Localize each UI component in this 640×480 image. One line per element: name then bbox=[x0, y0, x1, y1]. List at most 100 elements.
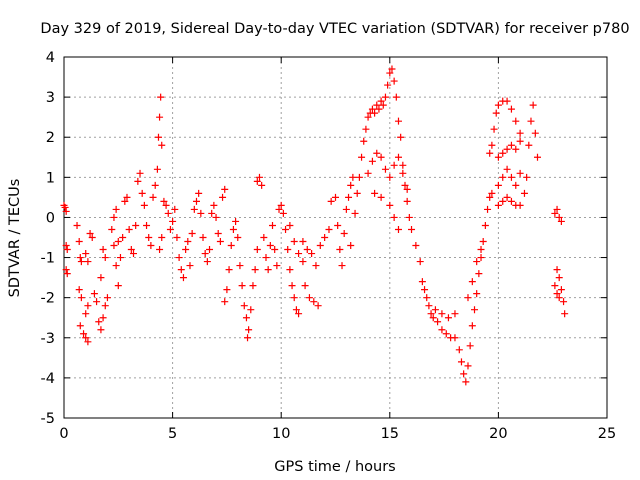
data-point-plus bbox=[62, 207, 70, 215]
data-point-plus bbox=[158, 234, 166, 241]
data-point-plus bbox=[368, 157, 376, 165]
data-point-plus bbox=[553, 290, 561, 298]
data-point-plus bbox=[494, 201, 502, 209]
data-point-plus bbox=[288, 282, 296, 290]
data-point-plus bbox=[225, 266, 233, 274]
data-point-plus bbox=[503, 97, 511, 105]
data-point-plus bbox=[403, 185, 411, 193]
data-point-plus bbox=[305, 294, 313, 302]
data-point-plus bbox=[468, 278, 476, 286]
data-point-plus bbox=[358, 153, 366, 161]
data-point-plus bbox=[61, 203, 69, 211]
data-point-plus bbox=[438, 326, 446, 334]
data-point-plus bbox=[86, 229, 94, 237]
data-point-plus bbox=[527, 117, 535, 125]
data-point-plus bbox=[457, 358, 465, 366]
data-point-plus bbox=[84, 338, 92, 346]
data-point-plus bbox=[533, 153, 541, 161]
data-point-plus bbox=[166, 225, 174, 233]
data-point-plus bbox=[342, 205, 350, 213]
data-point-plus bbox=[156, 113, 164, 121]
data-point-plus bbox=[99, 314, 107, 322]
data-point-plus bbox=[219, 193, 227, 201]
data-point-plus bbox=[507, 173, 515, 181]
data-point-plus bbox=[260, 234, 268, 241]
y-tick-label: -2 bbox=[41, 291, 55, 307]
data-point-plus bbox=[507, 197, 515, 205]
data-points bbox=[60, 65, 569, 386]
data-point-plus bbox=[299, 238, 307, 246]
data-point-plus bbox=[77, 294, 85, 302]
data-point-plus bbox=[386, 201, 394, 209]
data-point-plus bbox=[234, 234, 242, 241]
data-point-plus bbox=[221, 298, 229, 306]
data-point-plus bbox=[292, 306, 300, 314]
data-point-plus bbox=[523, 173, 531, 181]
data-point-plus bbox=[242, 314, 250, 322]
data-point-plus bbox=[197, 209, 205, 217]
data-point-plus bbox=[273, 262, 281, 270]
data-point-plus bbox=[153, 165, 161, 173]
data-point-plus bbox=[353, 189, 361, 197]
x-tick-label: 25 bbox=[598, 426, 616, 442]
data-point-plus bbox=[473, 258, 481, 266]
data-point-plus bbox=[214, 229, 222, 237]
data-point-plus bbox=[212, 213, 220, 221]
data-point-plus bbox=[340, 229, 348, 237]
data-point-plus bbox=[516, 169, 524, 177]
data-point-plus bbox=[169, 217, 177, 225]
data-point-plus bbox=[555, 294, 563, 302]
data-point-plus bbox=[442, 330, 450, 338]
data-point-plus bbox=[368, 105, 376, 113]
data-point-plus bbox=[516, 129, 524, 137]
plot-frame bbox=[63, 56, 608, 419]
data-point-plus bbox=[76, 322, 84, 330]
data-point-plus bbox=[362, 125, 370, 133]
data-point-plus bbox=[392, 93, 400, 101]
data-point-plus bbox=[460, 370, 468, 378]
data-point-plus bbox=[154, 133, 162, 141]
data-point-plus bbox=[466, 342, 474, 350]
data-point-plus bbox=[477, 246, 485, 254]
data-point-plus bbox=[110, 213, 118, 221]
data-point-plus bbox=[386, 173, 394, 181]
data-point-plus bbox=[303, 246, 311, 254]
x-axis-label: GPS time / hours bbox=[274, 459, 395, 475]
data-point-plus bbox=[494, 101, 502, 109]
axis-ticks bbox=[63, 56, 608, 419]
x-tick-label: 15 bbox=[381, 426, 399, 442]
data-point-plus bbox=[390, 213, 398, 221]
data-point-plus bbox=[516, 201, 524, 209]
data-point-plus bbox=[103, 294, 111, 302]
data-point-plus bbox=[232, 217, 240, 225]
data-point-plus bbox=[371, 189, 379, 197]
data-point-plus bbox=[253, 246, 261, 254]
y-tick-label: 4 bbox=[46, 50, 55, 66]
y-tick-label: 0 bbox=[46, 210, 55, 226]
x-tick-label: 20 bbox=[489, 426, 507, 442]
data-point-plus bbox=[82, 250, 90, 258]
data-point-plus bbox=[464, 362, 472, 370]
data-point-plus bbox=[325, 225, 333, 233]
data-point-plus bbox=[488, 141, 496, 149]
data-point-plus bbox=[156, 246, 164, 254]
data-point-plus bbox=[408, 225, 416, 233]
data-point-plus bbox=[121, 197, 129, 205]
y-tick-label: -1 bbox=[41, 251, 55, 267]
data-point-plus bbox=[401, 181, 409, 189]
data-point-plus bbox=[62, 242, 70, 250]
data-point-plus bbox=[101, 254, 109, 262]
data-point-plus bbox=[130, 250, 138, 258]
data-point-plus bbox=[423, 294, 431, 302]
data-point-plus bbox=[82, 334, 90, 342]
data-point-plus bbox=[316, 242, 324, 250]
data-point-plus bbox=[462, 378, 470, 386]
chart-title: Day 329 of 2019, Sidereal Day-to-day VTE… bbox=[40, 21, 629, 37]
data-point-plus bbox=[531, 129, 539, 137]
data-point-plus bbox=[253, 177, 261, 185]
data-point-plus bbox=[138, 189, 146, 197]
data-point-plus bbox=[394, 117, 402, 125]
data-point-plus bbox=[520, 189, 528, 197]
data-point-plus bbox=[290, 294, 298, 302]
data-point-plus bbox=[140, 201, 148, 209]
